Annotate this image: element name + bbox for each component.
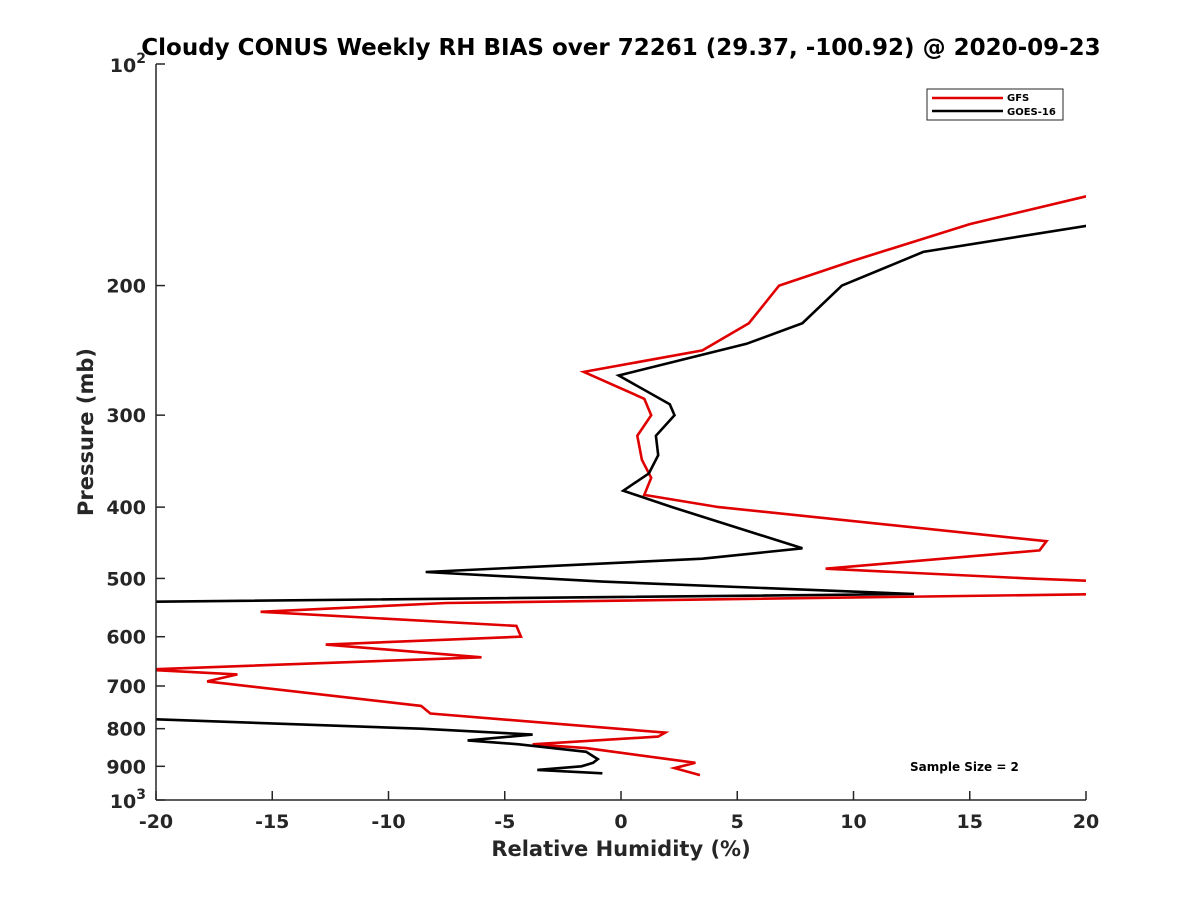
x-tick-label: 20	[1073, 811, 1099, 833]
series-line-0	[156, 195, 1086, 777]
x-tick-label: 10	[840, 811, 866, 833]
x-tick-label: 5	[731, 811, 744, 833]
x-ticks: -20 -15 -10 -5 0 5 10 15 20	[139, 791, 1099, 833]
x-tick-label: 15	[957, 811, 983, 833]
x-tick-label: 0	[614, 811, 627, 833]
y-tick-label: 400	[106, 497, 146, 519]
chart-title: Cloudy CONUS Weekly RH BIAS over 72261 (…	[141, 35, 1100, 61]
y-tick-label: 800	[106, 719, 146, 741]
y-tick-label: 102	[110, 51, 146, 77]
legend-box	[926, 88, 1064, 121]
series-layer	[156, 195, 1086, 777]
y-tick-label: 500	[106, 568, 146, 590]
y-tick-label: 103	[110, 787, 146, 813]
y-tick-label: 600	[106, 627, 146, 649]
legend: GFS GOES-16	[926, 88, 1064, 121]
y-axis-label: Pressure (mb)	[74, 348, 98, 516]
x-tick-label: -10	[371, 811, 405, 833]
x-tick-label: -5	[494, 811, 515, 833]
legend-label-goes16: GOES-16	[1007, 107, 1056, 118]
y-tick-label: 200	[106, 276, 146, 298]
sample-size-annotation: Sample Size = 2	[910, 760, 1019, 774]
y-tick-label: 300	[106, 405, 146, 427]
axes-layer	[155, 64, 1086, 801]
x-axis-label: Relative Humidity (%)	[491, 837, 750, 861]
x-tick-label: -20	[139, 811, 173, 833]
y-tick-label: 700	[106, 676, 146, 698]
y-tick-label: 900	[106, 756, 146, 778]
y-ticks: 102 200 300 400 500 600 700 800 900 103	[106, 51, 165, 813]
x-tick-label: -15	[255, 811, 289, 833]
legend-label-gfs: GFS	[1007, 93, 1029, 104]
series-line-1	[156, 224, 1086, 775]
